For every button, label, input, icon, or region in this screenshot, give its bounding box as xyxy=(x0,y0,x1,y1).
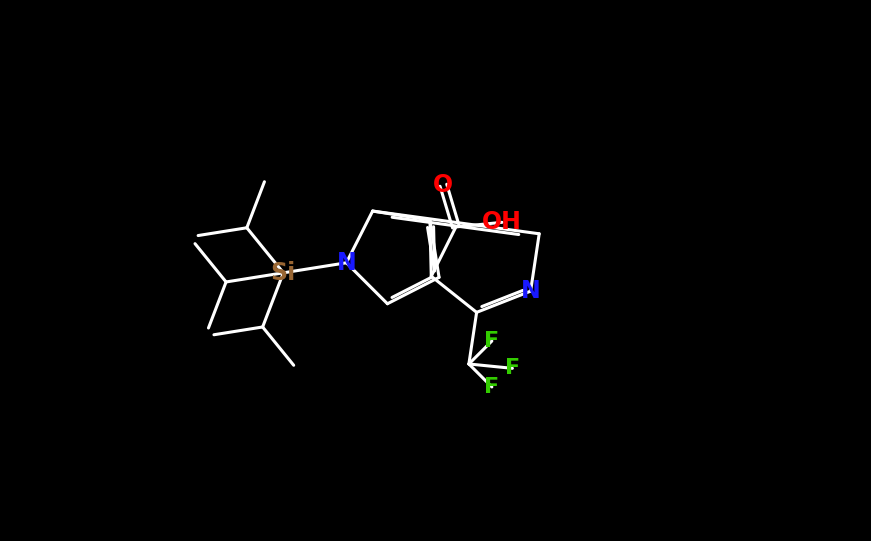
Text: F: F xyxy=(484,331,499,351)
Text: F: F xyxy=(484,377,499,397)
Text: F: F xyxy=(505,358,520,378)
Text: O: O xyxy=(434,173,454,197)
Text: OH: OH xyxy=(483,210,522,234)
Text: Si: Si xyxy=(271,261,296,285)
Text: N: N xyxy=(336,251,356,275)
Text: N: N xyxy=(521,279,541,303)
